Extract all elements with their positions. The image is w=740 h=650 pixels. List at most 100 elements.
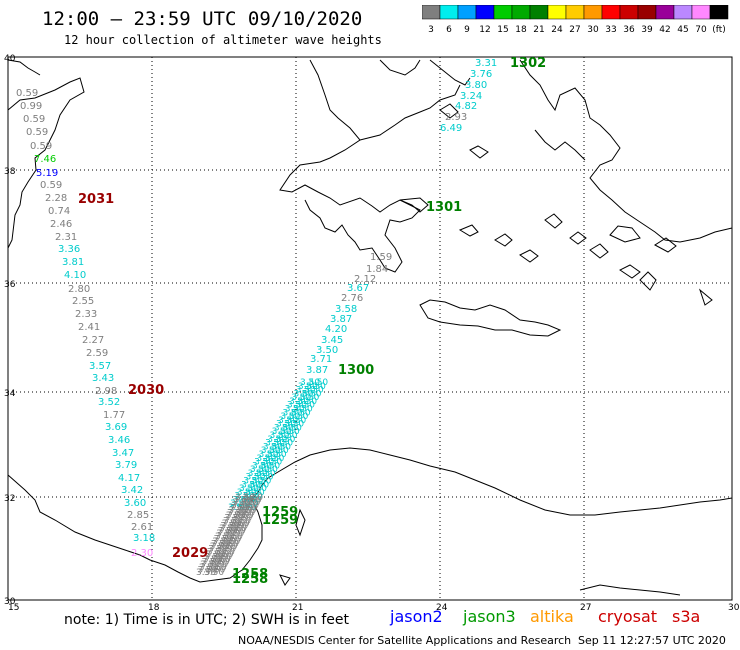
track-mark: 3.50 [209, 542, 229, 552]
track-mark: 3.50 [276, 420, 296, 430]
color-label: 42 [659, 25, 670, 35]
color-label: 6 [446, 25, 452, 35]
track-mark: 3.50 [231, 516, 251, 526]
color-swatch [457, 5, 477, 20]
color-label: 36 [623, 25, 635, 35]
wave-height-value: 3.57 [89, 361, 111, 372]
track-mark: 3.50 [204, 568, 224, 578]
color-label: 45 [677, 25, 688, 35]
wave-height-value: 4.82 [455, 101, 477, 112]
wave-height-value: 2.28 [45, 193, 67, 204]
track-mark: 3.50 [211, 555, 231, 565]
satellite-s3a: s3a [672, 607, 701, 626]
track-mark: 3.50 [261, 446, 281, 456]
east-track-values: 3.313.763.803.244.822.936.49 [440, 58, 497, 134]
wave-height-value: 3.87 [306, 365, 328, 376]
wave-height-value: 3.42 [121, 485, 143, 496]
track-mark: 3.50 [291, 408, 311, 418]
track-mark: 3.50 [258, 465, 278, 475]
track-mark: 3.50 [238, 499, 258, 509]
wave-height-value: 2.31 [55, 232, 77, 243]
wave-height-value: 2.93 [445, 112, 467, 123]
satellite-jason2: jason2 [390, 607, 443, 626]
color-label: 3 [428, 25, 434, 35]
satellite-jason3: jason3 [463, 607, 516, 626]
color-legend: 3 6 9 12 15 18 21 24 27 30 33 36 39 42 45 70 (ft) [422, 5, 729, 35]
color-label: 15 [497, 25, 508, 35]
track-mark: 3.50 [251, 476, 271, 486]
wave-height-value: 3.36 [58, 244, 80, 255]
track-mark: 3.50 [212, 537, 232, 547]
track-mark: 3.50 [235, 492, 255, 502]
track-mark: 3.50 [289, 397, 309, 407]
track-mark: 3.50 [231, 501, 251, 511]
color-label: 27 [569, 25, 580, 35]
pass-time-label: 1302 [510, 56, 546, 71]
track-mark: 3.50 [213, 534, 233, 544]
wave-height-value: 3.87 [330, 314, 352, 325]
wave-height-value: 4.17 [118, 473, 140, 484]
color-swatch [601, 5, 621, 20]
track-mark: 3.50 [250, 465, 270, 475]
latitude-labels: 40 38 36 34 32 30 [4, 54, 16, 607]
wave-height-value: 2.33 [75, 309, 97, 320]
track-mark: 3.50 [219, 540, 239, 550]
track-mark: 3.50 [205, 565, 225, 575]
pass-time-label: 1258 [232, 567, 268, 582]
track-mark: 3.50 [286, 416, 306, 426]
track-mark: 3.50 [238, 503, 258, 513]
track-mark: 3.50 [248, 469, 268, 479]
latitude-label: 38 [4, 167, 16, 177]
wave-height-value: 2.85 [127, 510, 149, 521]
latitude-label: 34 [4, 389, 16, 399]
track-mark: 3.50 [283, 408, 303, 418]
track-mark: 3.50 [239, 484, 259, 494]
color-swatch [547, 5, 567, 20]
longitude-label: 18 [148, 603, 160, 613]
track-mark: 3.50 [220, 537, 240, 547]
track-mark: 3.50 [304, 386, 324, 396]
color-label: 18 [515, 25, 527, 35]
color-swatch [529, 5, 549, 20]
track-mark: 3.50 [228, 503, 248, 513]
wave-height-value: 4.10 [64, 270, 86, 281]
track-mark: 3.50 [240, 495, 260, 505]
track-mark: 3.50 [296, 386, 316, 396]
track-mark: 3.50 [306, 382, 326, 392]
track-mark: 3.50 [299, 393, 319, 403]
track-mark: 3.50 [224, 514, 244, 524]
track-mark: 3.50 [228, 506, 248, 516]
track-mark: 3.50 [199, 563, 219, 573]
wave-height-value: 1.59 [370, 252, 392, 263]
pass-time-labels: 1302 1301 1300 1259 1258 2031 2030 2029 1259 1258 [78, 56, 546, 587]
track-mark: 3.50 [243, 493, 263, 503]
track-mark: 3.50 [245, 473, 265, 483]
track-mark: 3.50 [226, 527, 246, 537]
page-title: 12:00 – 23:59 UTC 09/10/2020 [42, 8, 363, 30]
color-swatch [673, 5, 693, 20]
wave-height-value: 1.84 [366, 264, 388, 275]
track-mark: 3.50 [308, 378, 328, 388]
track-mark: 3.50 [298, 382, 318, 392]
track-mark: 3.50 [291, 393, 311, 403]
track-mark: 3.50 [223, 516, 243, 526]
track-mark: 3.50 [226, 511, 246, 521]
longitude-label: 21 [292, 603, 303, 613]
track-mark: 3.50 [262, 458, 282, 468]
track-mark: 3.50 [234, 496, 254, 506]
wave-height-value: 2.27 [82, 335, 104, 346]
track-mark: 3.50 [247, 484, 267, 494]
wave-height-value: 3.67 [347, 283, 369, 294]
track-mark: 3.50 [252, 461, 272, 471]
lat-lon-grid [8, 57, 732, 600]
wave-height-value: 0.59 [40, 180, 62, 191]
wave-height-value: 0.59 [26, 127, 48, 138]
track-mark: 3.50 [232, 498, 252, 508]
wave-height-value: 7.46 [34, 154, 56, 165]
map-frame [7, 56, 733, 601]
track-mark: 3.50 [209, 558, 229, 568]
pass-time-label: 2031 [78, 192, 114, 207]
pass-time-label: 1301 [426, 200, 462, 215]
wave-height-value: 5.19 [36, 168, 58, 179]
